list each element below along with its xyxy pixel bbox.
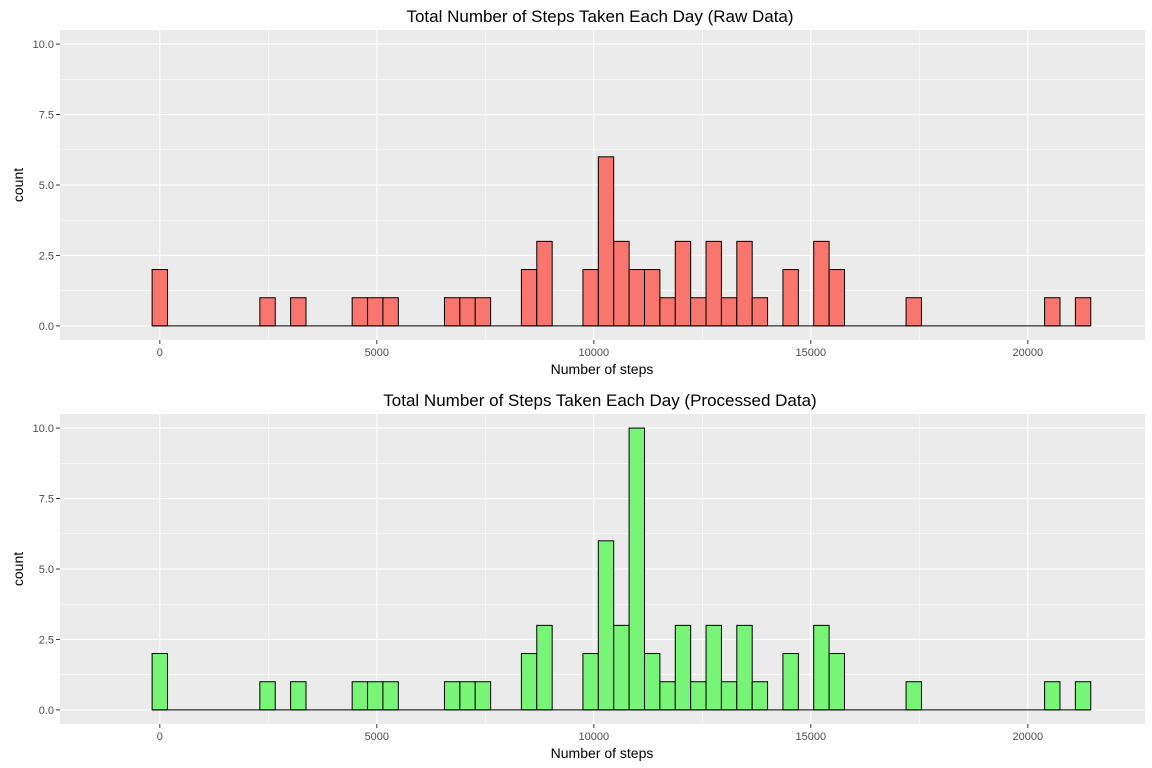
raw-histogram-bar (782, 269, 799, 327)
processed-chart-title: Total Number of Steps Taken Each Day (Pr… (383, 391, 816, 410)
processed-histogram-bar (1074, 681, 1092, 711)
processed-histogram-bar (659, 681, 676, 711)
raw-histogram-bar (643, 269, 661, 327)
raw-histogram-bar (597, 156, 615, 327)
processed-y-tick-label: 5.0 (39, 564, 54, 576)
raw-histogram-bar (828, 269, 846, 327)
raw-histogram-bar (290, 297, 307, 327)
processed-y-axis-title: count (10, 552, 26, 586)
processed-histogram-bar (474, 681, 492, 711)
raw-x-tick-label: 15000 (796, 347, 827, 359)
processed-y-tick-label: 7.5 (39, 494, 54, 506)
raw-histogram-bar (751, 297, 769, 327)
processed-histogram-bar (597, 540, 615, 711)
raw-y-axis: 0.0 2.5 5.0 7.5 10.0 (33, 39, 60, 333)
processed-x-axis: 0 5000 10000 15000 20000 (157, 724, 1043, 743)
processed-histogram-bar (736, 624, 753, 711)
raw-histogram-bar (536, 240, 553, 327)
raw-histogram-bar (474, 297, 492, 327)
raw-bars (151, 156, 1092, 327)
raw-histogram-bar (674, 240, 692, 327)
processed-histogram-bar (613, 624, 630, 711)
raw-x-axis-title: Number of steps (551, 361, 654, 377)
raw-histogram-bar (659, 297, 676, 327)
raw-histogram-bar (736, 240, 753, 327)
raw-histogram-bar (705, 240, 722, 327)
processed-bars (151, 427, 1092, 711)
processed-histogram-bar (674, 624, 692, 711)
raw-histogram-bar (443, 297, 461, 327)
processed-histogram-bar (459, 681, 476, 711)
raw-histogram-bar (259, 297, 276, 327)
processed-histogram-bar (720, 681, 738, 711)
raw-histogram-bar (720, 297, 738, 327)
processed-histogram-bar (690, 681, 707, 711)
processed-y-tick-label: 10.0 (33, 423, 54, 435)
raw-y-tick-label: 5.0 (39, 180, 54, 192)
processed-x-axis-title: Number of steps (551, 745, 654, 761)
processed-x-tick-label: 15000 (796, 731, 827, 743)
raw-y-tick-label: 7.5 (39, 110, 54, 122)
processed-histogram-bar (367, 681, 384, 711)
raw-histogram-bar (905, 297, 922, 327)
processed-histogram-bar (382, 681, 399, 711)
raw-histogram-bar (1044, 297, 1061, 327)
raw-x-tick-label: 0 (157, 347, 163, 359)
processed-y-axis: 0.0 2.5 5.0 7.5 10.0 (33, 423, 60, 717)
processed-x-tick-label: 5000 (365, 731, 389, 743)
raw-y-tick-label: 10.0 (33, 39, 54, 51)
processed-histogram-bar (813, 624, 830, 711)
processed-histogram-bar (782, 653, 799, 711)
processed-histogram-bar (351, 681, 369, 711)
raw-histogram-bar (367, 297, 384, 327)
processed-x-tick-label: 0 (157, 731, 163, 743)
raw-x-axis: 0 5000 10000 15000 20000 (157, 340, 1043, 359)
raw-y-axis-title: count (10, 168, 26, 202)
raw-histogram-bar (151, 269, 169, 327)
raw-histogram-bar (690, 297, 707, 327)
processed-histogram-bar (905, 681, 922, 711)
processed-histogram-bar (259, 681, 276, 711)
raw-histogram-bar (520, 269, 538, 327)
raw-histogram-bar (382, 297, 399, 327)
raw-y-tick-label: 2.5 (39, 250, 54, 262)
processed-histogram-bar (443, 681, 461, 711)
processed-histogram-bar (151, 653, 169, 711)
processed-histogram-bar (290, 681, 307, 711)
processed-histogram-bar (536, 624, 553, 711)
processed-x-tick-label: 10000 (579, 731, 610, 743)
processed-histogram-bar (828, 653, 846, 711)
raw-y-tick-label: 0.0 (39, 321, 54, 333)
raw-data-histogram-panel: Total Number of Steps Taken Each Day (Ra… (10, 7, 1145, 377)
raw-histogram-bar (351, 297, 369, 327)
raw-x-tick-label: 5000 (365, 347, 389, 359)
raw-histogram-bar (1074, 297, 1092, 327)
processed-x-tick-label: 20000 (1013, 731, 1044, 743)
raw-x-tick-label: 10000 (579, 347, 610, 359)
processed-y-tick-label: 2.5 (39, 634, 54, 646)
raw-histogram-bar (813, 240, 830, 327)
processed-histogram-bar (628, 427, 645, 711)
processed-histogram-bar (643, 653, 661, 711)
raw-chart-title: Total Number of Steps Taken Each Day (Ra… (406, 7, 793, 26)
raw-histogram-bar (459, 297, 476, 327)
processed-histogram-bar (751, 681, 769, 711)
raw-histogram-bar (628, 269, 645, 327)
raw-x-tick-label: 20000 (1013, 347, 1044, 359)
processed-histogram-bar (1044, 681, 1061, 711)
processed-histogram-bar (520, 653, 538, 711)
raw-histogram-bar (613, 240, 630, 327)
processed-y-tick-label: 0.0 (39, 705, 54, 717)
processed-data-histogram-panel: Total Number of Steps Taken Each Day (Pr… (10, 391, 1145, 761)
raw-histogram-bar (582, 269, 599, 327)
processed-histogram-bar (582, 653, 599, 711)
processed-histogram-bar (705, 624, 722, 711)
